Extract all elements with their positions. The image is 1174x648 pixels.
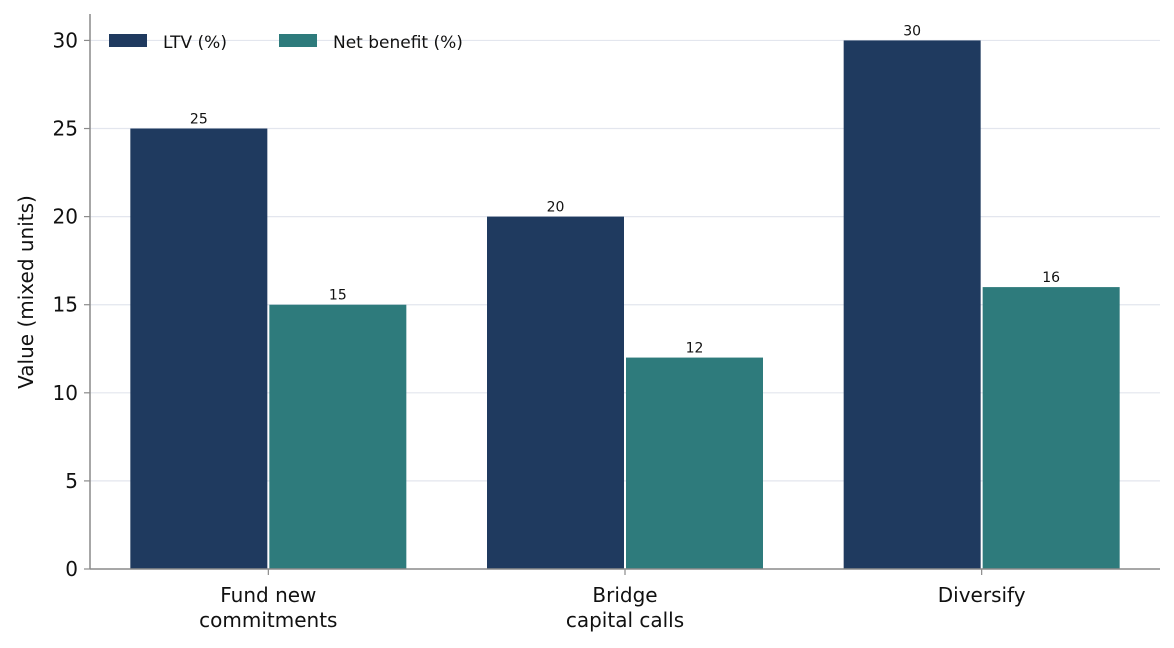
y-tick-label: 25 [53, 117, 78, 141]
legend-label: LTV (%) [163, 33, 227, 53]
data-labels: 25 15 20 12 30 16 [190, 23, 1060, 356]
bar-0-2 [843, 40, 981, 569]
data-label: 16 [1042, 270, 1060, 286]
data-label: 15 [329, 288, 347, 304]
y-axis-title: Value (mixed units) [14, 195, 38, 389]
y-tick-label: 20 [53, 205, 78, 229]
legend-swatch [279, 34, 317, 47]
x-tick-label: Fund new commitments [199, 583, 337, 632]
y-tick-label: 10 [53, 381, 78, 405]
y-tick-label: 5 [65, 469, 78, 493]
x-tick-label: Bridge capital calls [566, 583, 684, 632]
bars [130, 40, 1120, 569]
y-tick-label: 0 [65, 557, 78, 581]
bar-0-1 [487, 216, 624, 569]
bar-1-1 [626, 357, 763, 569]
bar-1-2 [982, 287, 1120, 569]
legend: LTV (%) Net benefit (%) [109, 33, 463, 53]
data-label: 12 [686, 341, 704, 357]
legend-swatch [109, 34, 147, 47]
data-label: 30 [903, 23, 921, 39]
x-tick-label: Diversify [938, 583, 1026, 607]
bar-1-0 [269, 304, 407, 569]
y-ticks: 0 5 10 15 20 25 30 [53, 28, 90, 581]
x-ticks: Fund new commitments Bridge capital calls Di… [199, 569, 1026, 632]
y-tick-label: 15 [53, 293, 78, 317]
y-tick-label: 30 [53, 28, 78, 52]
data-label: 20 [547, 200, 565, 216]
gridlines [90, 39, 1160, 482]
data-label: 25 [190, 112, 208, 128]
bar-0-0 [130, 128, 268, 569]
legend-label: Net benefit (%) [333, 33, 463, 53]
